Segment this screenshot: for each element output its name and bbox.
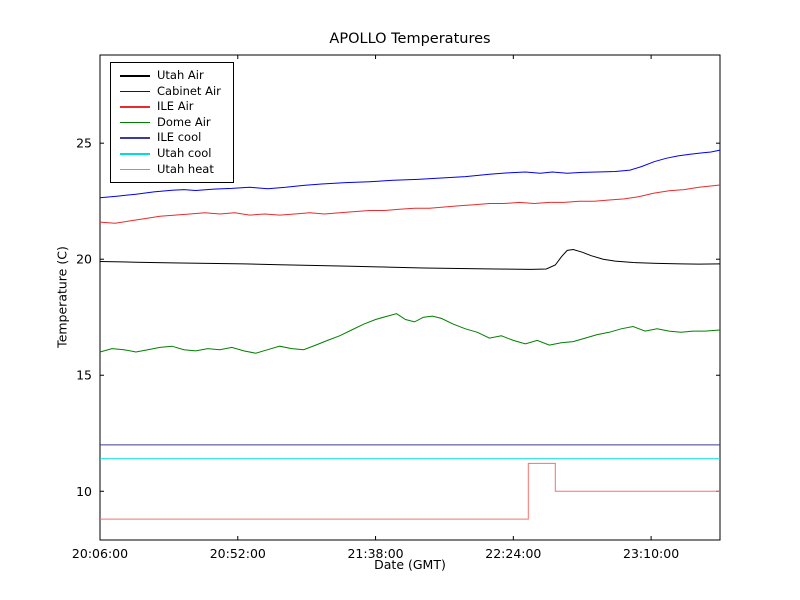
legend-line-swatch [120, 106, 150, 108]
legend: Utah Air Cabinet Air ILE Air Dome Air ILE co… [110, 62, 234, 184]
legend-line-swatch [120, 168, 150, 171]
legend-label: ILE cool [157, 130, 202, 145]
x-tick-label: 20:06:00 [72, 546, 128, 561]
legend-label: Utah cool [157, 145, 212, 160]
x-tick-label: 23:10:00 [623, 546, 679, 561]
x-tick-label: 21:38:00 [347, 546, 403, 561]
legend-label: Utah heat [157, 161, 214, 176]
x-tick-label: 22:24:00 [485, 546, 541, 561]
legend-item: Utah heat [120, 162, 221, 178]
legend-line-swatch [120, 90, 150, 93]
series-line-utah-air [99, 248, 721, 270]
legend-item: Utah cool [120, 146, 221, 162]
y-axis-label: Temperature (C) [54, 246, 70, 348]
y-tick-label: 15 [76, 368, 92, 383]
y-tick-label: 10 [76, 484, 92, 499]
legend-line-swatch [120, 75, 150, 77]
x-axis-label: Date (GMT) [374, 557, 446, 572]
legend-item: ILE cool [120, 130, 221, 146]
legend-label: ILE Air [157, 99, 194, 114]
legend-item: ILE Air [120, 99, 221, 115]
y-tick-label: 25 [76, 136, 92, 151]
legend-item: Dome Air [120, 115, 221, 131]
legend-line-swatch [120, 137, 150, 139]
y-tick-label: 20 [76, 252, 92, 267]
legend-line-swatch [120, 153, 150, 155]
legend-line-swatch [120, 121, 150, 124]
series-line-ile-air [99, 184, 721, 224]
legend-label: Utah Air [157, 68, 204, 82]
plot-border [99, 54, 721, 541]
series-line-cabinet-air [99, 149, 721, 199]
legend-item: Cabinet Air [120, 84, 221, 100]
legend-item: Utah Air [120, 68, 221, 84]
chart-title: APOLLO Temperatures [329, 31, 491, 47]
legend-label: Dome Air [157, 114, 211, 129]
series-line-utah-heat [100, 462, 720, 520]
x-tick-label: 20:52:00 [210, 546, 266, 561]
series-line-dome-air [99, 313, 721, 354]
legend-label: Cabinet Air [157, 83, 221, 98]
